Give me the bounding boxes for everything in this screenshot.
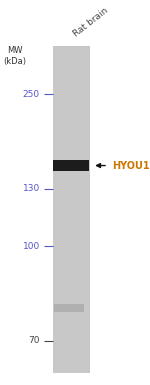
Text: 70: 70: [28, 336, 40, 345]
Text: MW
(kDa): MW (kDa): [3, 46, 27, 65]
Bar: [53, 160, 89, 171]
Text: 100: 100: [22, 242, 40, 251]
Text: 130: 130: [22, 184, 40, 193]
Text: HYOU1: HYOU1: [112, 161, 150, 171]
Bar: [52, 46, 90, 373]
Bar: [54, 304, 84, 312]
Text: Rat brain: Rat brain: [71, 6, 109, 38]
Text: 250: 250: [23, 90, 40, 99]
